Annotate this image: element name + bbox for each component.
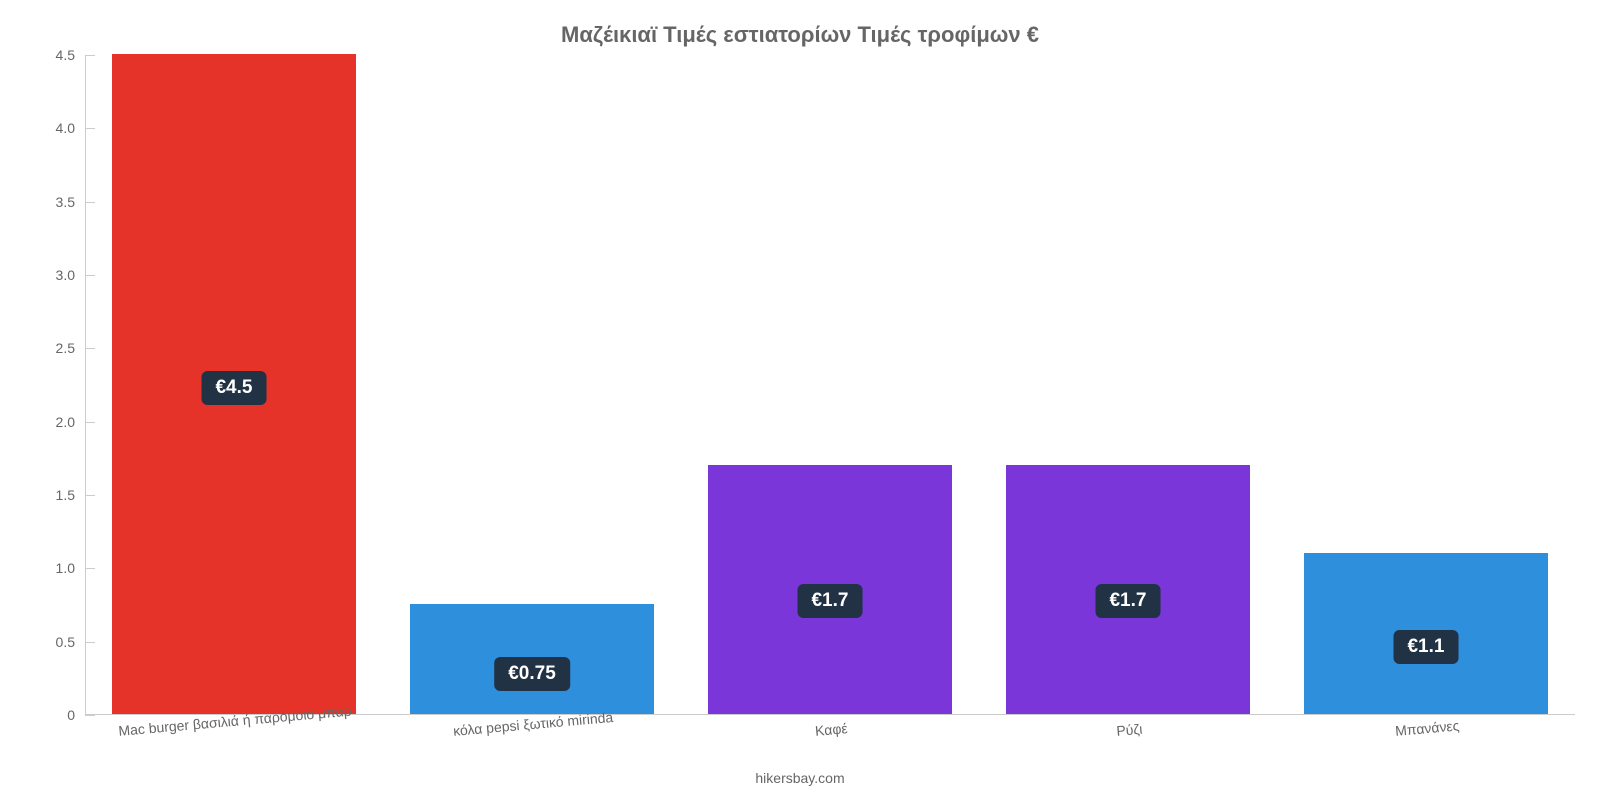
bar-value-badge: €1.1 xyxy=(1393,630,1458,664)
y-tick-label: 3.0 xyxy=(56,267,85,283)
bar-value-badge: €1.7 xyxy=(797,584,862,618)
plot-area: 00.51.01.52.02.53.03.54.04.5€4.5Mac burg… xyxy=(85,55,1575,715)
y-tick xyxy=(85,202,95,203)
y-tick xyxy=(85,568,95,569)
y-tick-label: 0 xyxy=(67,707,85,723)
y-tick xyxy=(85,128,95,129)
y-tick xyxy=(85,642,95,643)
y-tick xyxy=(85,348,95,349)
bar: €4.5 xyxy=(112,54,356,714)
x-tick-label: Καφέ xyxy=(814,712,849,739)
x-tick-label: Ρύζι xyxy=(1115,713,1143,739)
bar: €1.7 xyxy=(1006,465,1250,714)
bar-value-badge: €1.7 xyxy=(1095,584,1160,618)
y-tick xyxy=(85,275,95,276)
bar: €1.1 xyxy=(1304,553,1548,714)
bar: €0.75 xyxy=(410,604,654,714)
y-tick-label: 2.0 xyxy=(56,414,85,430)
bar-value-badge: €4.5 xyxy=(201,371,266,405)
y-tick-label: 3.5 xyxy=(56,194,85,210)
chart-title: Μαζέικιαϊ Τιμές εστιατορίων Τιμές τροφίμ… xyxy=(0,22,1600,48)
y-tick xyxy=(85,422,95,423)
y-tick xyxy=(85,55,95,56)
y-axis-line xyxy=(85,55,86,715)
y-tick xyxy=(85,495,95,496)
y-tick xyxy=(85,715,95,716)
y-tick-label: 1.0 xyxy=(56,560,85,576)
y-tick-label: 0.5 xyxy=(56,634,85,650)
bar: €1.7 xyxy=(708,465,952,714)
bar-value-badge: €0.75 xyxy=(494,657,570,691)
y-tick-label: 4.5 xyxy=(56,47,85,63)
x-tick-label: Μπανάνες xyxy=(1394,709,1460,739)
y-tick-label: 4.0 xyxy=(56,120,85,136)
chart-credit: hikersbay.com xyxy=(0,770,1600,786)
price-bar-chart: Μαζέικιαϊ Τιμές εστιατορίων Τιμές τροφίμ… xyxy=(0,0,1600,800)
y-tick-label: 1.5 xyxy=(56,487,85,503)
y-tick-label: 2.5 xyxy=(56,340,85,356)
